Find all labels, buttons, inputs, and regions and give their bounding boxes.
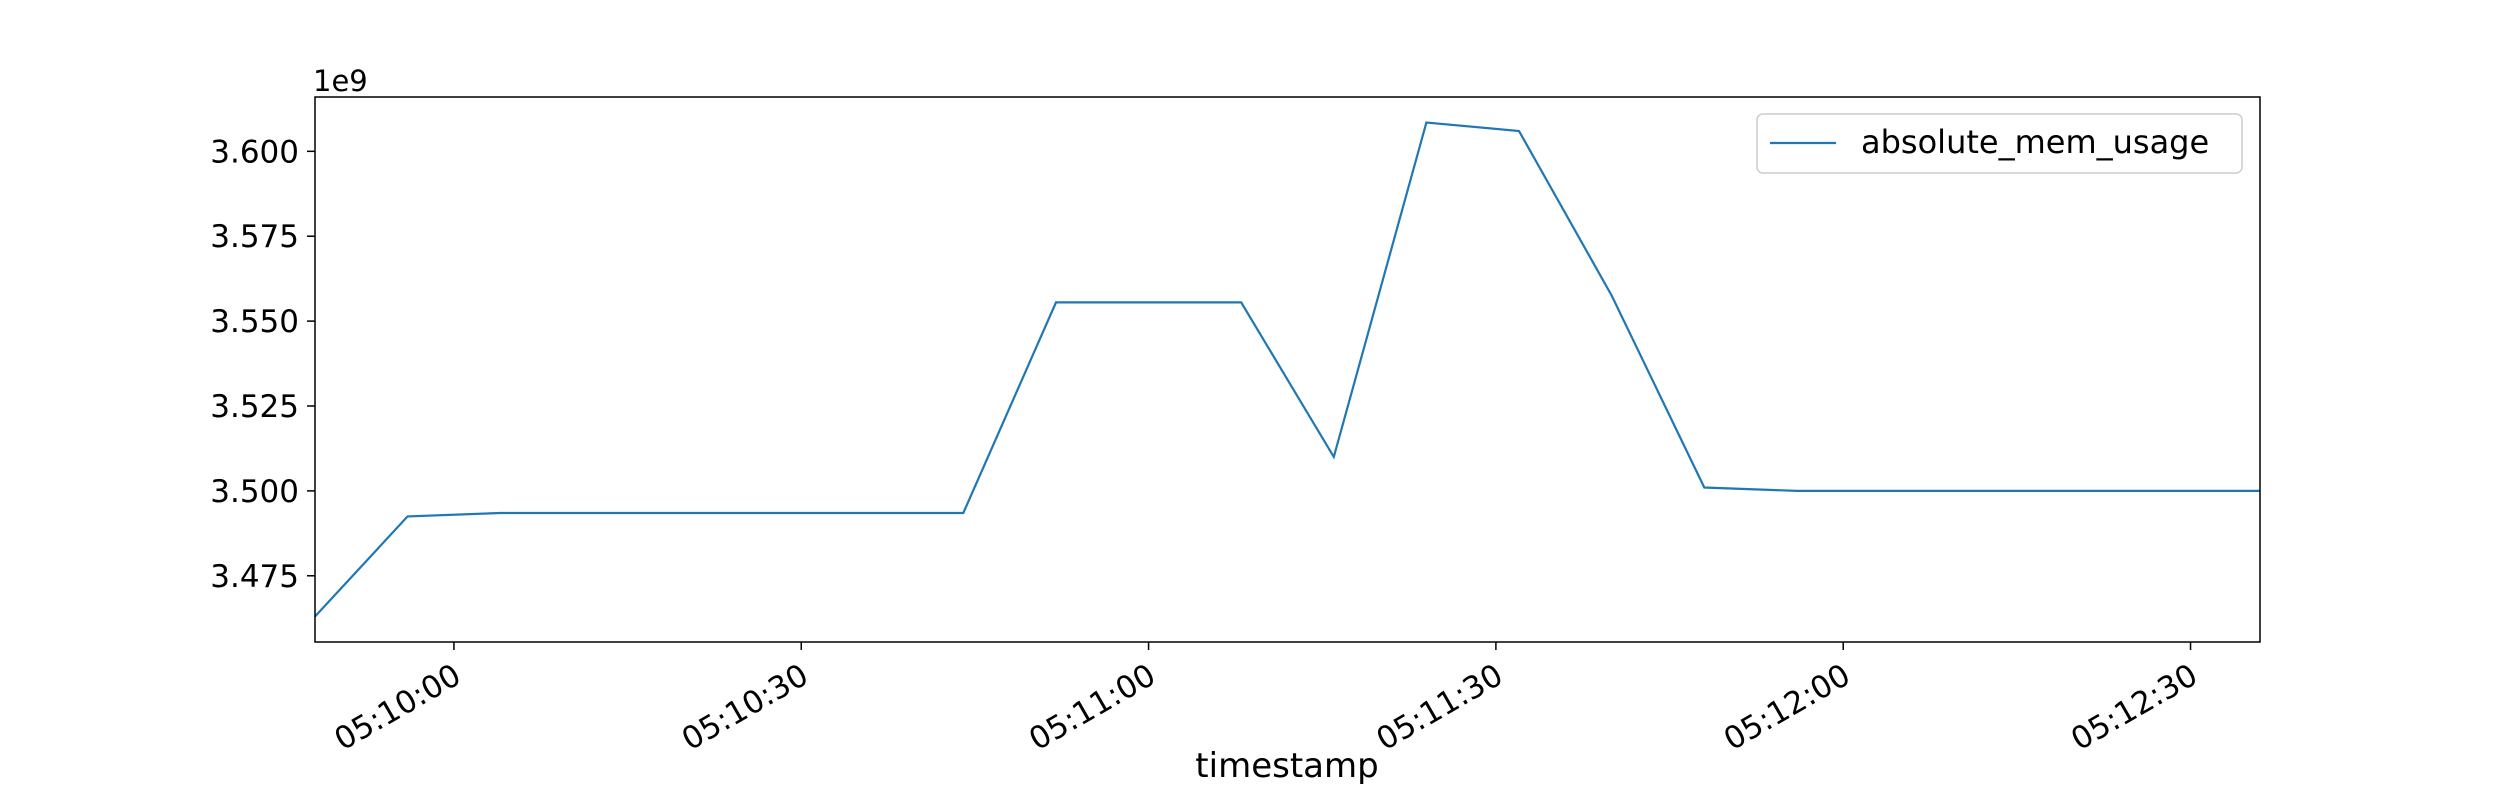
x-tick-label: 05:10:00: [329, 657, 468, 758]
y-tick-label: 3.525: [210, 389, 299, 425]
legend: absolute_mem_usage: [1756, 113, 2243, 174]
x-axis-label: timestamp: [1195, 746, 1378, 786]
x-axis: 05:10:00 05:10:30 05:11:00 05:11:30 05:12:00…: [329, 642, 2204, 758]
y-tick-label: 3.575: [210, 219, 299, 255]
x-tick-label: 05:12:30: [2065, 657, 2204, 758]
plot-frame: [314, 96, 2261, 643]
x-tick-label: 05:11:30: [1371, 657, 1510, 758]
y-axis: 3.475 3.500 3.525 3.550 3.575 3.600: [210, 134, 315, 595]
y-tick-label: 3.500: [210, 474, 299, 510]
y-tick-label: 3.475: [210, 559, 299, 595]
series-line-absolute-mem-usage: [315, 121, 2260, 618]
y-tick-label: 3.600: [210, 134, 299, 170]
x-tick-label: 05:10:30: [676, 657, 815, 758]
y-tick-label: 3.550: [210, 304, 299, 340]
y-offset-label: 1e9: [313, 64, 368, 98]
legend-label-absolute-mem-usage: absolute_mem_usage: [1861, 123, 2209, 161]
x-tick-label: 05:11:00: [1023, 657, 1162, 758]
plot-area: [315, 121, 2260, 618]
legend-box: [1756, 113, 2243, 174]
x-tick-label: 05:12:00: [1718, 657, 1857, 758]
